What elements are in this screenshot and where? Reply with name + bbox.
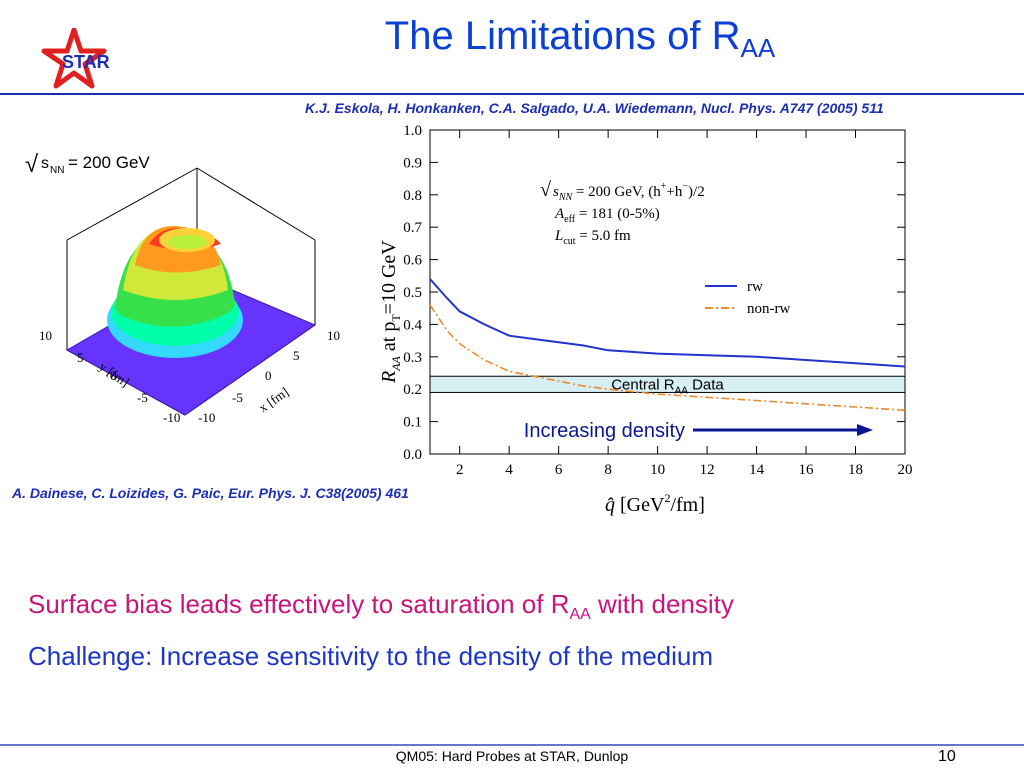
reference-bottom: A. Dainese, C. Loizides, G. Paic, Eur. P… xyxy=(12,485,409,501)
raa-chart: 0.0 0.1 0.2 0.3 0.4 0.5 0.6 0.7 0.8 0.9 1.0 2 4 6 8 10 1… xyxy=(378,123,913,516)
x-tick-label: 16 xyxy=(799,462,815,478)
page-number: 10 xyxy=(938,748,956,765)
density-arrow-head xyxy=(857,424,873,436)
density-arrow: Increasing density xyxy=(524,420,873,442)
x-tick-label: 4 xyxy=(505,462,513,478)
x-tick: 10 xyxy=(327,328,340,343)
x-tick-label: 2 xyxy=(456,462,464,478)
series-rw xyxy=(429,278,906,368)
conclusion-1-text: Surface bias leads effectively to satura… xyxy=(28,589,570,619)
x-axis-label: x [fm] xyxy=(256,384,292,415)
plot-axes: 0.0 0.1 0.2 0.3 0.4 0.5 0.6 0.7 0.8 0.9 1.0 2 4 6 8 10 1… xyxy=(403,123,912,478)
y-tick-label: 0.8 xyxy=(403,188,422,204)
y-tick-label: 0.7 xyxy=(403,220,422,236)
conclusion-line-1: Surface bias leads effectively to satura… xyxy=(28,589,734,624)
star-logo: STAR xyxy=(41,28,110,89)
x-tick-label: 6 xyxy=(555,462,563,478)
x-axis-label: q̂ [GeV2/fm] xyxy=(605,491,705,516)
band-label: Central RAA Data xyxy=(611,376,724,396)
conclusion-line-2: Challenge: Increase sensitivity to the d… xyxy=(28,641,714,671)
x-tick-label: 12 xyxy=(700,462,715,478)
y-tick-label: 0.3 xyxy=(403,350,422,366)
x-tick: -10 xyxy=(198,410,215,425)
legend-label-non-rw: non-rw xyxy=(747,301,790,317)
star-logo-text: STAR xyxy=(62,52,110,72)
y-tick-label: 0.4 xyxy=(403,317,422,333)
legend-label-rw: rw xyxy=(747,279,763,295)
density-arrow-label: Increasing density xyxy=(524,420,685,442)
title-main: The Limitations of R xyxy=(384,14,741,58)
footer-text: QM05: Hard Probes at STAR, Dunlop xyxy=(395,748,629,764)
y-tick-label: 0.1 xyxy=(403,415,422,431)
series-layer xyxy=(429,278,906,412)
x-tick-label: 18 xyxy=(848,462,863,478)
annotation-line1: sNN = 200 GeV, (h++h−)/2 xyxy=(553,181,705,203)
y-tick-label: 0.5 xyxy=(403,285,422,301)
surface-peak xyxy=(107,225,243,358)
conclusion-1-sub: AA xyxy=(569,606,591,623)
chart-annotation: √ sNN = 200 GeV, (h++h−)/2 Aeff = 181 (0… xyxy=(540,179,705,247)
header-divider xyxy=(0,93,1024,95)
star-logo-icon xyxy=(41,28,107,89)
energy-label-rest: = 200 GeV xyxy=(68,153,150,172)
y-tick: 10 xyxy=(39,328,52,343)
slide-title: The Limitations of RAA xyxy=(300,14,860,64)
annotation-sqrt: √ xyxy=(540,179,551,201)
y-tick-label: 1.0 xyxy=(403,123,422,139)
x-tick-label: 20 xyxy=(898,462,913,478)
conclusion-1-tail: with density xyxy=(590,589,734,619)
band-rect xyxy=(429,375,906,393)
surface-plot: √ s NN = 200 GeV 10 5 0 -5 -10 -10 -5 0 … xyxy=(25,151,340,425)
y-tick: 5 xyxy=(77,350,84,365)
y-tick-label: 0.6 xyxy=(403,253,422,269)
x-tick-label: 10 xyxy=(650,462,665,478)
energy-label-sqrt: √ xyxy=(25,151,39,178)
energy-label-s: s xyxy=(41,155,49,172)
title-subscript: AA xyxy=(740,33,776,63)
reference-top: K.J. Eskola, H. Honkanken, C.A. Salgado,… xyxy=(305,100,884,116)
annotation-line3: Lcut = 5.0 fm xyxy=(554,228,631,247)
x-tick-label: 14 xyxy=(749,462,765,478)
x-tick: -5 xyxy=(232,390,243,405)
annotation-line2: Aeff = 181 (0-5%) xyxy=(554,206,660,225)
y-tick: -5 xyxy=(137,390,148,405)
y-tick-label: 0.2 xyxy=(403,382,422,398)
x-tick: 5 xyxy=(293,348,300,363)
y-axis-label: RAA at pT=10 GeV xyxy=(378,240,403,384)
central-raa-band: Central RAA Data xyxy=(429,375,906,396)
chart-legend: rw non-rw xyxy=(705,279,790,317)
y-tick-label: 0.9 xyxy=(403,155,422,171)
y-tick-label: 0.0 xyxy=(403,447,422,463)
y-tick: 0 xyxy=(110,368,117,383)
y-tick: -10 xyxy=(163,410,180,425)
footer-divider xyxy=(0,744,1024,746)
series-non-rw xyxy=(429,304,906,412)
x-tick: 0 xyxy=(265,368,272,383)
x-tick-label: 8 xyxy=(604,462,612,478)
energy-label-sub: NN xyxy=(50,165,64,176)
